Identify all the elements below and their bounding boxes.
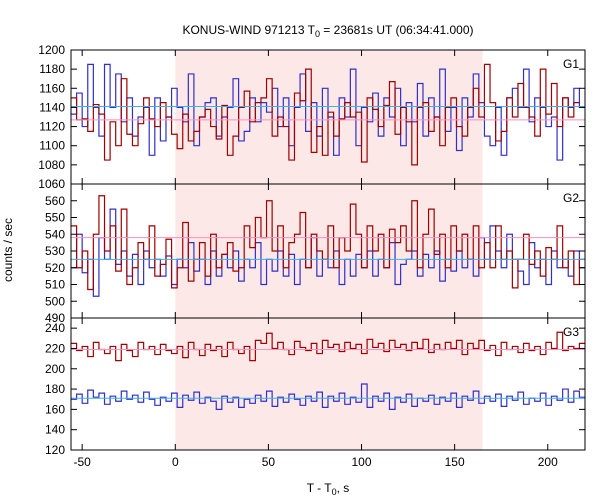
series-b-line (71, 63, 585, 161)
panel-frame (70, 317, 586, 451)
y-tick-label: 160 (45, 402, 65, 416)
y-tick-label: 200 (45, 362, 65, 376)
panel-g1: 1060 1080 1100 1120 1140 1160 1180 1200 G1 (38, 43, 586, 191)
panel-label: G1 (563, 57, 579, 71)
y-tick-label: 1060 (38, 177, 65, 191)
x-tick-label: 150 (445, 455, 465, 469)
x-tick-label: 0 (172, 455, 179, 469)
x-tick-label: 100 (352, 455, 372, 469)
y-tick-label: 1080 (38, 158, 65, 172)
panel-g3: 120 140 160 180 200 220 240 G3 (45, 317, 586, 457)
y-tick-label: 510 (45, 278, 65, 292)
y-tick-label: 1200 (38, 43, 65, 57)
series-b-line (71, 383, 585, 410)
series-a-line (71, 331, 585, 362)
y-tick-label: 120 (45, 443, 65, 457)
y-tick-label: 180 (45, 382, 65, 396)
y-tick-label: 500 (45, 294, 65, 308)
chart-title: KONUS-WIND 971213 T0 = 23681s UT (06:34:… (182, 23, 473, 39)
y-tick-label: 1160 (39, 81, 65, 95)
x-axis-label: T - T0, s (307, 481, 350, 497)
panel-g2: 490 500 510 520 530 540 550 560 G2 (45, 183, 586, 325)
y-tick-label: 220 (45, 341, 65, 355)
x-tick-label: 200 (538, 455, 558, 469)
highlight-interval (175, 318, 483, 450)
y-tick-label: 540 (45, 227, 65, 241)
y-tick-label: 530 (45, 244, 65, 258)
y-tick-label: 1120 (39, 120, 65, 134)
y-tick-label: 1180 (39, 62, 65, 76)
y-tick-label: 550 (45, 211, 65, 225)
panels-group: 10601080110011201140116011801200G1490500… (38, 43, 586, 469)
y-axis-label: counts / sec (1, 218, 15, 282)
y-tick-label: 240 (45, 321, 65, 335)
highlight-interval (175, 184, 483, 318)
y-tick-label: 560 (45, 194, 65, 208)
x-tick-label: 50 (262, 455, 276, 469)
y-tick-label: 140 (45, 423, 65, 437)
y-tick-label: 520 (45, 261, 65, 275)
x-tick-label: -50 (74, 455, 92, 469)
panel-label: G2 (563, 191, 579, 205)
y-tick-label: 490 (45, 311, 65, 325)
series-a-line (71, 195, 585, 291)
y-tick-label: 1140 (39, 100, 65, 114)
series-a-line (71, 63, 580, 166)
panel-label: G3 (563, 325, 579, 339)
y-tick-label: 1100 (39, 139, 65, 153)
